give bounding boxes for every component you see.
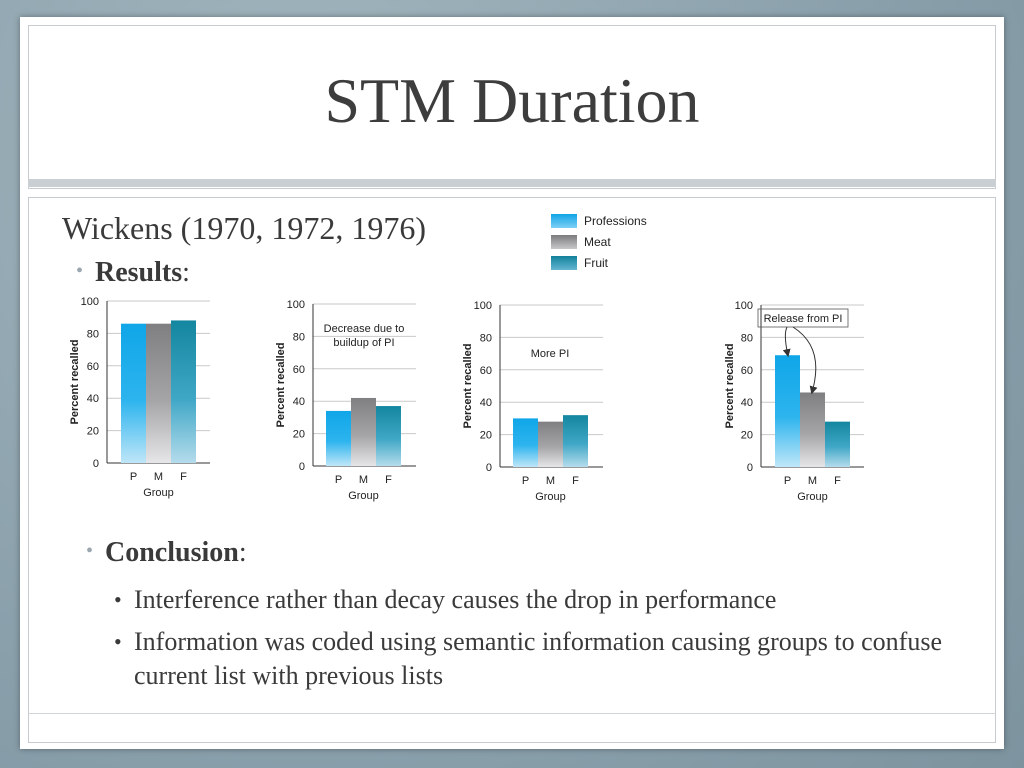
sub-bullet-dot-icon: • xyxy=(114,629,122,654)
results-colon: : xyxy=(182,257,190,288)
bar xyxy=(825,421,850,467)
bar-chart-4: 0 20 40 60 80 100 P M F Group Percent recalled Rele… xyxy=(724,300,864,503)
chart-annotation: More PI xyxy=(531,348,570,360)
conclusion-colon: : xyxy=(238,537,247,568)
legend-swatch xyxy=(551,214,577,228)
conclusion-bullet: • Conclusion: xyxy=(86,537,247,569)
y-tick-label: 0 xyxy=(299,461,305,473)
y-tick-label: 60 xyxy=(293,364,305,376)
y-axis-label: Percent recalled xyxy=(69,340,81,425)
chart-annotation: Release from PI xyxy=(764,313,843,325)
y-tick-label: 40 xyxy=(480,397,492,409)
y-tick-label: 60 xyxy=(480,365,492,377)
y-tick-label: 20 xyxy=(741,430,753,442)
slide-title: STM Duration xyxy=(324,65,700,136)
legend-swatch xyxy=(551,235,577,249)
x-tick-label: M xyxy=(808,475,817,487)
bar-chart-3: 0 20 40 60 80 100 P M F Group Percent recalled More… xyxy=(462,300,603,503)
y-tick-label: 100 xyxy=(81,296,99,308)
y-tick-label: 100 xyxy=(735,300,753,312)
x-axis-label: Group xyxy=(348,490,379,502)
bar xyxy=(326,410,351,466)
y-tick-label: 20 xyxy=(87,426,99,438)
y-tick-label: 80 xyxy=(293,331,305,343)
chart-annotation: Decrease due to buildup of PI xyxy=(324,323,405,349)
conclusion-point-text: Information was coded using semantic inf… xyxy=(134,627,942,690)
y-tick-label: 40 xyxy=(87,393,99,405)
y-tick-label: 20 xyxy=(293,429,305,441)
conclusion-label: Conclusion xyxy=(105,537,239,568)
bar xyxy=(775,355,800,467)
y-tick-label: 20 xyxy=(480,430,492,442)
y-axis-label: Percent recalled xyxy=(724,344,736,429)
x-tick-label: F xyxy=(180,471,187,483)
results-label: Results xyxy=(95,257,183,288)
sub-bullet-dot-icon: • xyxy=(114,587,122,612)
y-tick-label: 0 xyxy=(486,462,492,474)
legend-swatch xyxy=(551,256,577,270)
x-axis-label: Group xyxy=(797,491,828,503)
x-tick-label: M xyxy=(546,475,555,487)
y-tick-label: 100 xyxy=(474,300,492,312)
y-tick-label: 40 xyxy=(293,396,305,408)
slide-subtitle: Wickens (1970, 1972, 1976) xyxy=(62,210,426,246)
results-bullet: • Results: xyxy=(76,257,190,289)
legend-label: Professions xyxy=(584,214,647,228)
bullet-dot-icon: • xyxy=(86,540,94,562)
x-tick-label: P xyxy=(784,475,791,487)
bar xyxy=(351,397,376,466)
annotation-arrow xyxy=(782,326,791,358)
footer-line xyxy=(28,713,996,714)
bar xyxy=(538,421,563,467)
conclusion-point-2: • Information was coded using semantic i… xyxy=(114,625,954,693)
y-tick-label: 0 xyxy=(747,462,753,474)
title-band xyxy=(28,179,996,187)
legend-label: Meat xyxy=(584,235,611,249)
bar xyxy=(800,392,825,467)
bar-chart-2: 0 20 40 60 80 100 P M F Group Percent recalled Decr… xyxy=(275,299,416,502)
x-tick-label: P xyxy=(522,475,529,487)
annotation-arrow xyxy=(792,326,818,395)
x-tick-label: F xyxy=(572,475,579,487)
bar xyxy=(563,415,588,467)
conclusion-point-1: • Interference rather than decay causes … xyxy=(114,583,954,617)
bar xyxy=(121,323,146,463)
bar-chart-1: 0 20 40 60 80 100 P M F Group Percent recalled xyxy=(69,296,210,499)
bar xyxy=(513,418,538,467)
conclusion-point-text: Interference rather than decay causes th… xyxy=(134,585,777,614)
bar xyxy=(146,323,171,463)
x-axis-label: Group xyxy=(535,491,566,503)
y-tick-label: 100 xyxy=(287,299,305,311)
y-tick-label: 80 xyxy=(480,332,492,344)
y-axis-label: Percent recalled xyxy=(462,344,474,429)
y-tick-label: 80 xyxy=(741,332,753,344)
bullet-dot-icon: • xyxy=(76,260,84,282)
x-tick-label: P xyxy=(130,471,137,483)
bar-charts: 0 20 40 60 80 100 P M F Group Percent recalled 0 20 4… xyxy=(69,296,864,503)
legend-label: Fruit xyxy=(584,256,609,270)
y-tick-label: 60 xyxy=(741,365,753,377)
x-tick-label: M xyxy=(154,471,163,483)
x-tick-label: F xyxy=(834,475,841,487)
x-tick-label: P xyxy=(335,474,342,486)
x-axis-label: Group xyxy=(143,487,174,499)
x-tick-label: F xyxy=(385,474,392,486)
y-tick-label: 0 xyxy=(93,458,99,470)
x-tick-label: M xyxy=(359,474,368,486)
bar xyxy=(376,406,401,466)
annotation-box xyxy=(757,308,849,328)
bar xyxy=(171,320,196,463)
y-axis-label: Percent recalled xyxy=(275,343,287,428)
y-tick-label: 60 xyxy=(87,361,99,373)
y-tick-label: 80 xyxy=(87,328,99,340)
chart-legend: Professions Meat Fruit xyxy=(551,214,647,270)
y-tick-label: 40 xyxy=(741,397,753,409)
